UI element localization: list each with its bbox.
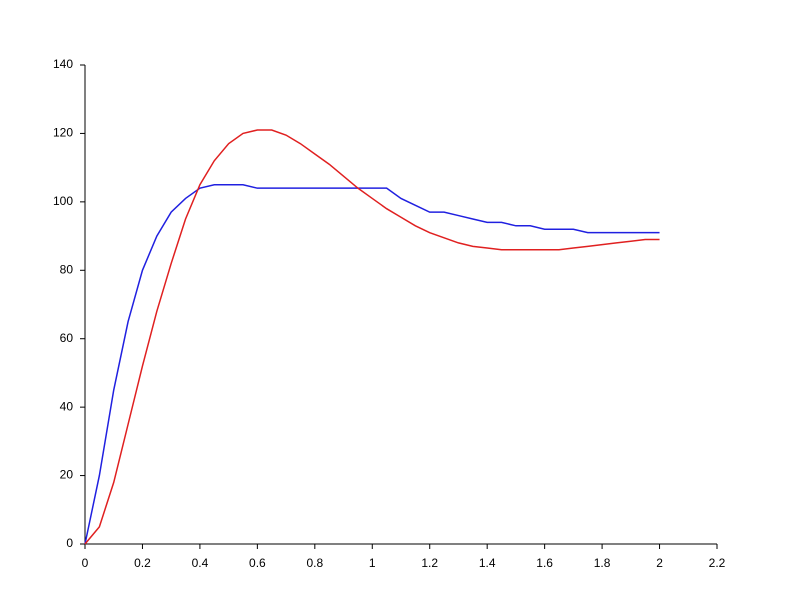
x-tick-label: 0.4 (192, 556, 209, 570)
y-tick-label: 60 (60, 331, 74, 345)
y-tick-label: 80 (60, 262, 74, 276)
x-tick-label: 1.2 (421, 556, 438, 570)
x-tick-label: 2.2 (709, 556, 726, 570)
x-tick-label: 1.4 (479, 556, 496, 570)
y-tick-label: 20 (60, 468, 74, 482)
x-tick-label: 1 (369, 556, 376, 570)
x-tick-label: 0 (82, 556, 89, 570)
x-tick-label: 0.8 (306, 556, 323, 570)
y-tick-label: 120 (53, 126, 73, 140)
x-tick-label: 1.8 (594, 556, 611, 570)
x-tick-label: 0.6 (249, 556, 266, 570)
y-tick-label: 0 (66, 536, 73, 550)
x-tick-label: 1.6 (536, 556, 553, 570)
x-tick-label: 2 (656, 556, 663, 570)
y-tick-label: 100 (53, 194, 73, 208)
data-line (84, 184, 660, 545)
x-tick-label: 0.2 (134, 556, 151, 570)
y-tick-label: 140 (53, 57, 73, 71)
data-line (84, 129, 660, 545)
y-tick-label: 40 (60, 399, 74, 413)
